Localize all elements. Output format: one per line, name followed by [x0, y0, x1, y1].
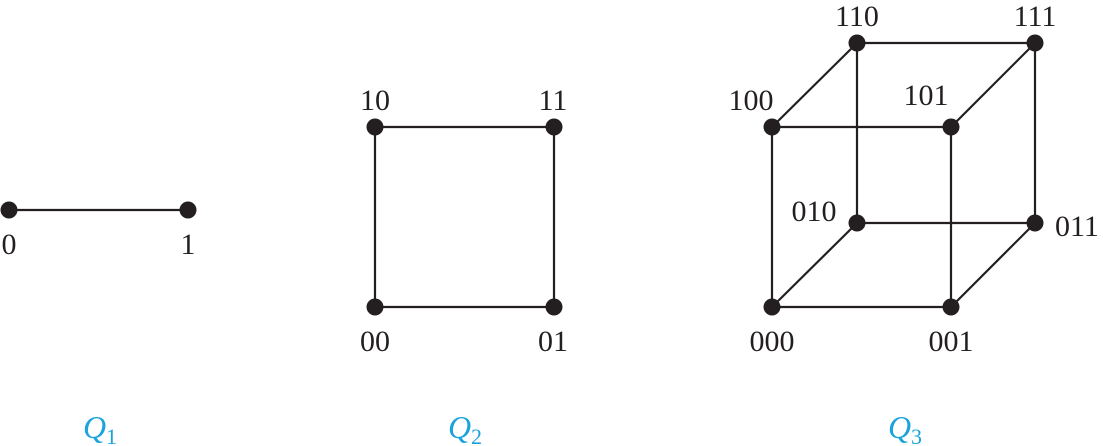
vertex-label-011: 011	[1055, 210, 1099, 243]
vertex-label-111: 111	[1014, 0, 1057, 33]
vertex-00	[366, 298, 384, 316]
vertex-label-001: 001	[929, 325, 974, 358]
graph-q2: 00 01 10 11 Q2	[360, 84, 568, 446]
graph-title-main: Q	[448, 409, 471, 445]
graph-title-main: Q	[83, 409, 106, 445]
graph-title-subscript: 2	[471, 424, 482, 446]
vertex-label-000: 000	[750, 325, 795, 358]
graph-title-main: Q	[888, 409, 911, 445]
vertex-111	[1026, 34, 1044, 52]
vertex-0	[0, 201, 18, 219]
vertex-11	[545, 118, 563, 136]
vertex-label-01: 01	[538, 325, 568, 358]
vertex-label-101: 101	[904, 79, 949, 112]
graph-q3: 000 001 010 011 100 101 110 111 Q3	[729, 0, 1099, 446]
vertex-label-010: 010	[792, 195, 837, 228]
graph-title-subscript: 1	[106, 424, 117, 446]
vertex-10	[366, 118, 384, 136]
graph-q1: 0 1Q1	[0, 201, 197, 446]
vertex-label-11: 11	[539, 84, 568, 117]
edge-101-111	[950, 42, 1036, 128]
vertex-label-1: 1	[181, 228, 196, 261]
vertex-label-0: 0	[2, 228, 17, 261]
vertex-000	[763, 298, 781, 316]
graph-title-q3: Q3	[888, 409, 922, 446]
edge-100-110	[771, 42, 858, 128]
graph-title-subscript: 3	[911, 424, 922, 446]
edge-000-010	[771, 222, 858, 308]
vertex-101	[942, 118, 960, 136]
graph-title-q1: Q1	[83, 409, 117, 446]
vertex-label-110: 110	[835, 0, 879, 33]
vertex-110	[848, 34, 866, 52]
vertex-010	[848, 214, 866, 232]
graph-title-q2: Q2	[448, 409, 482, 446]
edge-001-011	[950, 222, 1036, 308]
vertex-011	[1026, 214, 1044, 232]
vertex-100	[763, 118, 781, 136]
vertex-label-10: 10	[360, 84, 390, 117]
vertex-label-100: 100	[729, 84, 774, 117]
vertex-01	[545, 298, 563, 316]
vertex-001	[942, 298, 960, 316]
vertex-1	[179, 201, 197, 219]
vertex-label-00: 00	[360, 325, 390, 358]
